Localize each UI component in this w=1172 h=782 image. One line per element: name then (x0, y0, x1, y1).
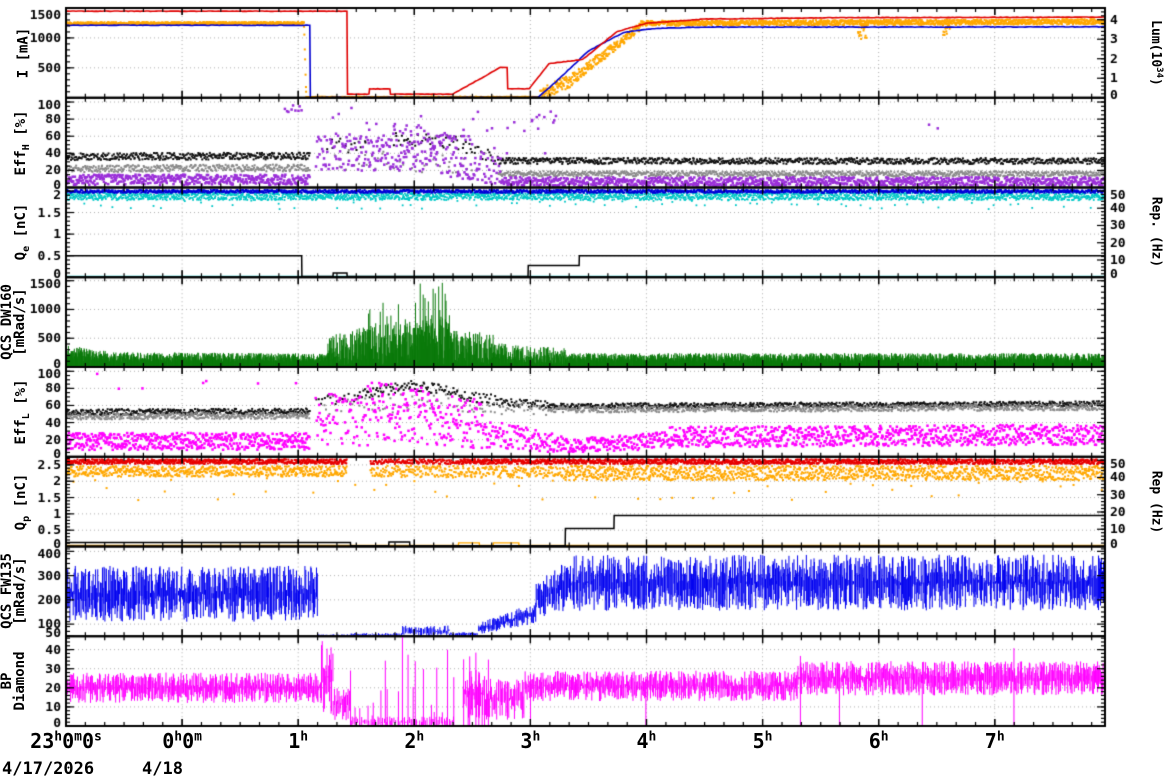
axis-title-luminosity: Lum(1034) (1147, 20, 1165, 86)
x-tick-label: 6h (868, 729, 889, 753)
axis-title-current: I [mA] (15, 27, 32, 79)
x-tick-label: 3h (520, 729, 541, 753)
axis-title-eff-her: EffH [%] (13, 110, 32, 176)
axis-title-charge-p: Qp [nC] (13, 473, 32, 531)
axis-title-qcs-fw135: QCS FW135 [mRad/s] (0, 553, 28, 629)
axis-title-charge-e: Qe [nC] (13, 203, 32, 261)
axis-title-rep-rate-p: Rep (Hz) (1148, 470, 1164, 534)
axis-title-rep-rate-e: Rep. (Hz) (1148, 196, 1164, 268)
x-tick-label: 0h0m (162, 729, 202, 753)
axis-title-eff-ler: EffL [%] (13, 379, 32, 445)
x-tick-label: 23h0m0s (30, 729, 102, 753)
x-tick-label: 5h (752, 729, 773, 753)
x-tick-label: 1h (288, 729, 309, 753)
axis-title-qcs-dw160: QCS DW160 [mRad/s] (0, 284, 28, 360)
x-tick-label: 2h (404, 729, 425, 753)
date-label-start: 4/17/2026 (2, 759, 95, 779)
x-tick-label: 7h (984, 729, 1005, 753)
date-label-next: 4/18 (142, 759, 183, 779)
axis-title-bp-diamond: BP Diamond (0, 651, 28, 711)
x-tick-label: 4h (636, 729, 657, 753)
